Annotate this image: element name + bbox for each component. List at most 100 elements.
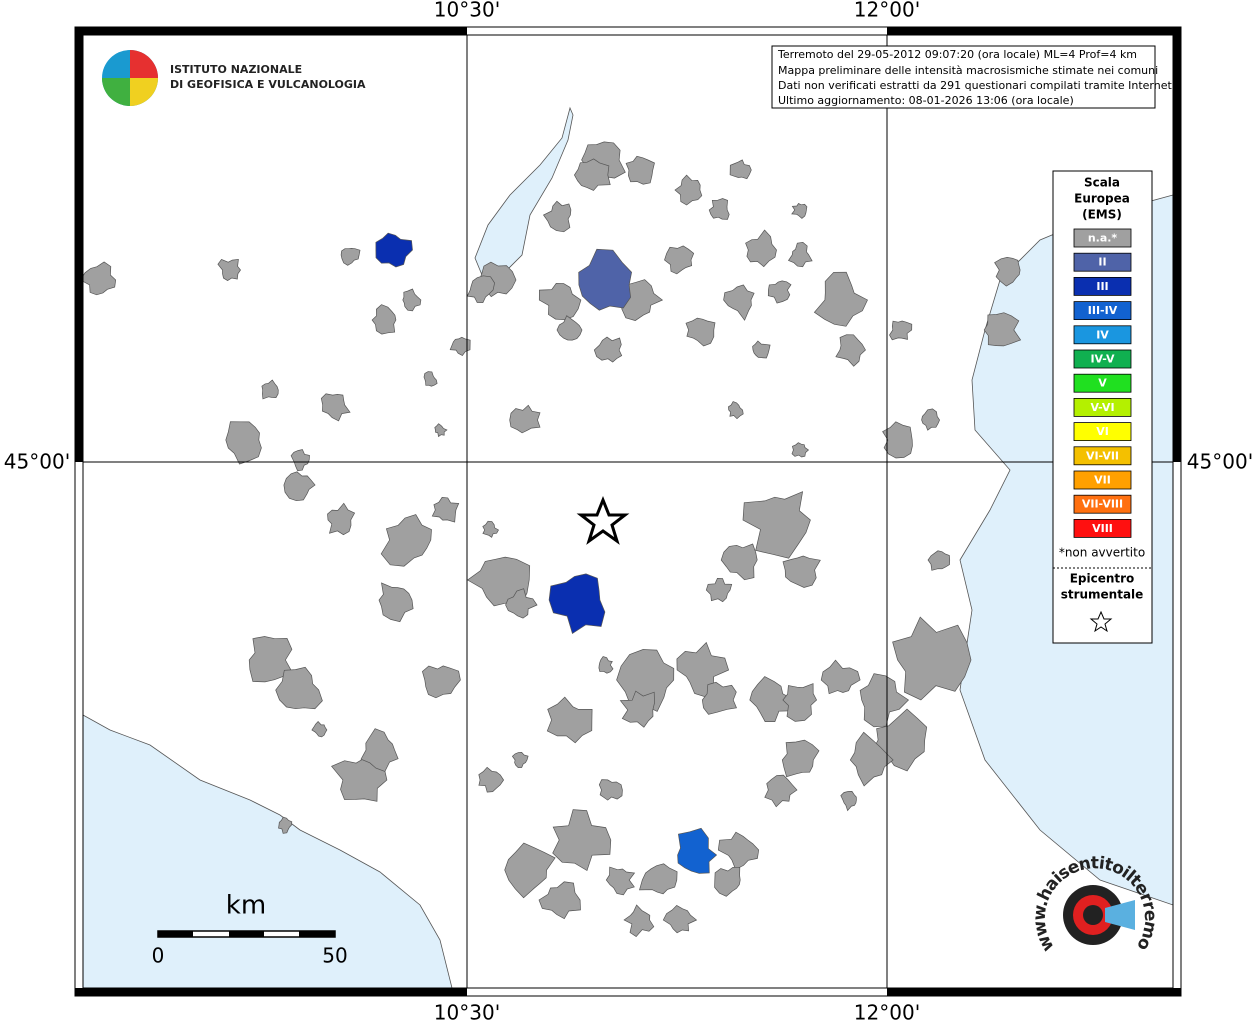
institute-name: DI GEOFISICA E VULCANOLOGIA [170, 78, 366, 91]
legend-label: V-VI [1090, 401, 1114, 414]
info-line: Ultimo aggiornamento: 08-01-2026 13:06 (… [778, 94, 1074, 107]
municipality [593, 336, 623, 363]
municipality [548, 573, 606, 635]
frame [74, 26, 1182, 997]
municipality [538, 282, 582, 321]
scale-end: 50 [322, 944, 347, 968]
municipality [820, 659, 861, 695]
info-frame [771, 45, 1156, 109]
municipality [787, 242, 813, 268]
frame-band [75, 35, 83, 462]
municipality [511, 752, 529, 769]
legend-label: III [1096, 280, 1108, 293]
municipality [889, 320, 913, 341]
municipality [360, 728, 399, 772]
scale-segment [299, 931, 335, 937]
municipality [662, 904, 698, 934]
municipality [327, 502, 356, 536]
municipality [717, 831, 760, 870]
municipality [782, 683, 818, 722]
info-line: Dati non verificati estratti da 291 ques… [778, 79, 1175, 92]
municipality [378, 582, 414, 623]
municipality [664, 245, 695, 275]
municipality [701, 681, 737, 715]
municipality [674, 174, 703, 206]
logo-segment [130, 78, 158, 106]
municipality [552, 809, 612, 872]
info-box: Terremoto del 29-05-2012 09:07:20 (ora l… [771, 45, 1175, 109]
municipality [261, 379, 279, 400]
scale-bar: km 0 50 [152, 891, 348, 968]
legend-label: n.a.* [1088, 232, 1118, 245]
municipality [573, 158, 611, 191]
municipality [509, 404, 541, 434]
frame-band [887, 27, 1181, 35]
municipality [542, 200, 572, 233]
municipality [466, 275, 495, 304]
municipality [380, 514, 432, 567]
institute-name: ISTITUTO NAZIONALE [170, 63, 302, 76]
epicenter-star [576, 495, 630, 545]
logo-segment [130, 50, 158, 78]
municipality [478, 766, 505, 793]
municipality [728, 401, 744, 420]
scale-segment [158, 931, 193, 937]
municipality [431, 497, 460, 523]
legend-swatch [1073, 397, 1132, 417]
municipality [859, 673, 910, 728]
legend-swatch [1073, 276, 1132, 296]
legend-title: Scala [1084, 176, 1120, 190]
ligurian-sea [82, 714, 453, 989]
frame-band [75, 27, 467, 35]
municipality [623, 904, 655, 938]
municipality [729, 159, 752, 180]
municipality [434, 423, 448, 438]
legend-label: III-IV [1088, 304, 1118, 317]
frame-band [1173, 35, 1181, 462]
logo-segment [102, 78, 130, 106]
municipality [283, 471, 316, 502]
legend-label: VII [1094, 474, 1111, 487]
logo-ring [1083, 905, 1103, 925]
legend-label: IV [1096, 328, 1109, 341]
municipality [422, 665, 461, 699]
logo-speaker [1105, 900, 1135, 930]
legend-swatch [1073, 349, 1132, 369]
legend-label: VI-VII [1086, 449, 1119, 462]
info-line: Mappa preliminare delle intensità macros… [778, 64, 1158, 77]
lon-label: 12°00' [854, 1001, 920, 1025]
municipality [749, 676, 795, 722]
lon-label: 10°30' [434, 0, 500, 22]
legend-swatch [1073, 301, 1132, 321]
legend-label: V [1098, 377, 1107, 390]
info-line: Terremoto del 29-05-2012 09:07:20 (ora l… [777, 48, 1137, 61]
municipality [835, 334, 866, 367]
municipality [311, 720, 328, 738]
municipality [714, 866, 741, 897]
municipality [781, 739, 820, 778]
municipality [402, 288, 422, 312]
legend-swatch [1073, 519, 1132, 538]
municipality [849, 731, 894, 787]
municipality [290, 449, 310, 472]
frame-band [887, 988, 1181, 996]
legend: Scala Europea (EMS) *non avvertito Epice… [1052, 170, 1153, 644]
municipality [767, 280, 792, 304]
municipality [708, 198, 730, 220]
municipality [482, 520, 499, 538]
municipality [677, 827, 718, 874]
municipality [598, 779, 623, 801]
municipality [340, 248, 361, 266]
legend-label: VI [1096, 425, 1109, 438]
municipality [882, 421, 913, 459]
municipality [752, 340, 771, 359]
municipality [745, 229, 777, 268]
municipality [556, 315, 583, 341]
municipality [371, 304, 397, 335]
legend-label: II [1098, 256, 1106, 269]
municipality [217, 258, 241, 282]
legend-swatch [1073, 373, 1132, 393]
lon-label: 10°30' [434, 1001, 500, 1025]
legend-swatch [1073, 422, 1132, 442]
